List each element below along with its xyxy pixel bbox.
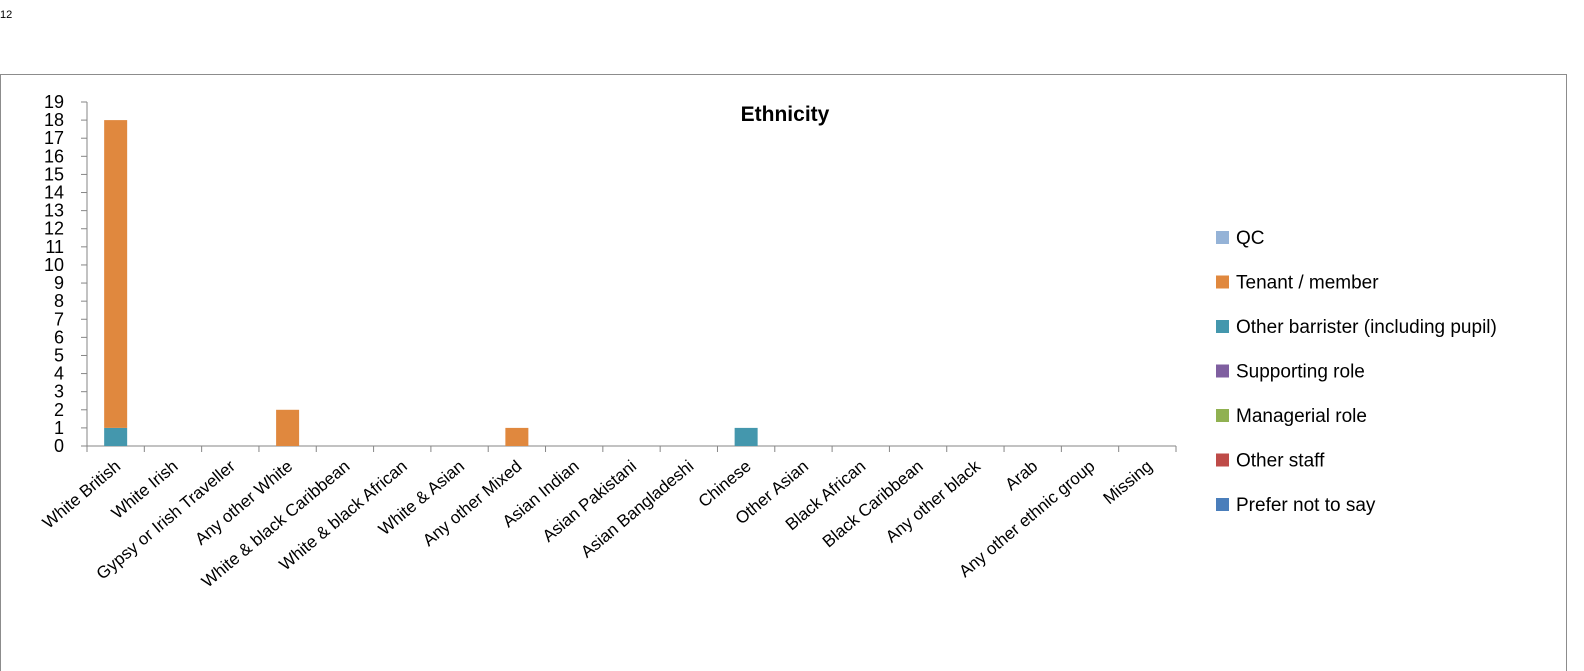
legend-label-managerial-role: Managerial role [1236,406,1367,427]
legend-label-tenant-member: Tenant / member [1236,273,1379,294]
legend-swatch-supporting-role [1216,364,1229,378]
legend-swatch-managerial-role [1216,409,1229,422]
legend-label-qc: QC [1236,228,1265,249]
bar-white-british-other-barrister-including-pupil [104,427,128,446]
legend-swatch-other-staff [1216,453,1229,467]
chart-axes [81,101,1177,452]
y-tick-label: 14 [44,183,64,203]
y-tick-label: 0 [54,436,64,456]
y-tick-label: 5 [54,345,64,365]
bar-any-other-white-tenant-member [276,409,300,446]
y-tick-label: 18 [44,110,64,130]
legend-swatch-prefer-not-to-say [1216,498,1229,511]
y-tick-label: 3 [54,382,64,402]
x-tick-label: Any other Mixed [419,457,525,551]
y-tick-label: 19 [44,92,64,112]
page-number: 12 [0,9,13,21]
y-tick-label: 1 [54,418,64,438]
chart-frame [0,74,1567,671]
chart-title: Ethnicity [741,103,830,126]
legend-swatch-qc [1216,231,1229,244]
y-tick-label: 8 [54,291,64,311]
x-tick-label: White British [39,457,124,533]
bar-chinese-other-barrister-including-pupil [734,427,758,446]
x-tick-label: Missing [1100,457,1156,509]
y-tick-label: 15 [44,164,64,184]
y-tick-label: 11 [45,237,64,257]
bar-white-british-tenant-member [104,120,128,428]
legend-label-other-staff: Other staff [1236,451,1325,472]
bar-any-other-mixed-tenant-member [505,427,529,446]
legend-swatch-tenant-member [1216,275,1229,289]
y-tick-label: 7 [54,309,64,329]
legend-label-supporting-role: Supporting role [1236,362,1365,383]
chart-legend: QC Tenant / member Other barrister (includ… [1216,228,1497,516]
legend-label-other-barrister-including-pupil: Other barrister (including pupil) [1236,317,1497,338]
legend-label-prefer-not-to-say: Prefer not to say [1236,495,1376,516]
chart-bars [104,120,758,446]
y-tick-label: 13 [44,201,64,221]
x-tick-label: Any other White [191,457,296,549]
x-tick-label: Arab [1002,457,1042,495]
y-tick-label: 9 [54,273,64,293]
y-tick-label: 17 [44,128,64,148]
y-tick-label: 2 [54,400,64,420]
y-tick-label: 12 [44,219,64,239]
legend-swatch-other-barrister-including-pupil [1216,320,1229,333]
y-tick-label: 10 [44,255,64,275]
x-tick-label: Black Caribbean [819,457,927,552]
y-tick-label: 16 [44,146,64,166]
y-tick-label: 4 [54,364,64,384]
y-tick-label: 6 [54,327,64,347]
